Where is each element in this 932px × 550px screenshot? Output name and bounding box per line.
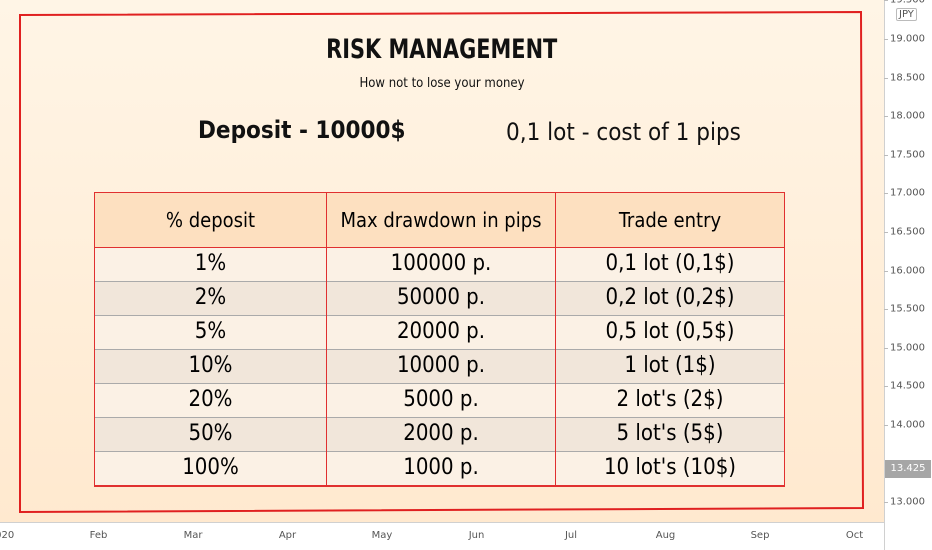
price-tick-label: 15.000	[890, 342, 925, 354]
price-tick-label: 16.500	[890, 226, 925, 238]
time-tick-label: Aug	[655, 530, 676, 541]
price-tick-label: 19.000	[890, 33, 925, 45]
table-row: 1% 100000 p. 0,1 lot (0,1$)	[94, 247, 785, 282]
time-tick-label: Oct	[845, 530, 864, 541]
table-cell: 10%	[94, 348, 327, 384]
table-row: 20% 5000 p. 2 lot's (2$)	[94, 382, 785, 418]
price-tick-label: 16.000	[890, 265, 925, 277]
table-cell: 100%	[94, 450, 327, 487]
time-tick-label: Apr	[278, 530, 297, 541]
table-cell: 5%	[94, 314, 327, 350]
table-cell: 20%	[94, 382, 327, 418]
column-header-deposit: % deposit	[94, 192, 327, 248]
table-row: 50% 2000 p. 5 lot's (5$)	[94, 416, 785, 452]
price-tick-label: 15.500	[890, 303, 925, 315]
price-tick-label: 17.000	[890, 187, 925, 199]
time-tick-label: Jul	[564, 530, 578, 541]
price-tick-mark	[884, 116, 888, 118]
price-tick-mark	[884, 270, 888, 272]
table-cell: 5 lot's (5$)	[555, 416, 785, 452]
last-price-label: 13.425	[885, 460, 931, 479]
table-row: 10% 10000 p. 1 lot (1$)	[94, 348, 785, 384]
price-tick-label: 18.500	[890, 72, 925, 84]
time-tick-label: Mar	[183, 530, 203, 541]
table-cell: 2 lot's (2$)	[555, 382, 785, 418]
time-tick-label: Sep	[750, 530, 770, 541]
column-header-drawdown: Max drawdown in pips	[326, 192, 556, 248]
table-header-row: % deposit Max drawdown in pips Trade ent…	[94, 192, 785, 248]
table-row: 100% 1000 p. 10 lot's (10$)	[94, 450, 785, 487]
column-header-entry: Trade entry	[555, 192, 785, 248]
price-tick-mark	[884, 232, 888, 233]
table-row: 2% 50000 p. 0,2 lot (0,2$)	[94, 280, 785, 316]
time-tick-label: Jun	[468, 530, 485, 541]
price-tick-label: 18.000	[890, 110, 925, 122]
price-tick-mark	[884, 386, 888, 388]
price-tick-label: 17.500	[890, 149, 925, 161]
table-cell: 0,2 lot (0,2$)	[555, 280, 785, 316]
table-cell: 1 lot (1$)	[555, 348, 785, 384]
price-tick-mark	[884, 193, 888, 195]
time-axis[interactable]	[0, 522, 884, 550]
table-cell: 10000 p.	[326, 348, 556, 384]
price-tick-label: 14.000	[890, 419, 925, 431]
table-cell: 100000 p.	[326, 247, 556, 282]
table-cell: 20000 p.	[326, 314, 556, 350]
time-tick-label: May	[371, 530, 393, 541]
price-tick-label: 13.000	[890, 496, 925, 508]
table-cell: 1%	[94, 247, 327, 282]
price-tick-label: 19.500	[890, 0, 925, 6]
table-cell: 50%	[94, 416, 327, 452]
table-row: 5% 20000 p. 0,5 lot (0,5$)	[94, 314, 785, 350]
time-tick-label: 2020	[0, 530, 15, 541]
deposit-label: Deposit - 10000$	[198, 116, 406, 144]
table-cell: 10 lot's (10$)	[555, 450, 785, 487]
price-axis[interactable]	[884, 0, 932, 550]
table-cell: 0,5 lot (0,5$)	[555, 314, 785, 350]
price-tick-mark	[884, 154, 888, 156]
table-cell: 0,1 lot (0,1$)	[555, 247, 785, 282]
time-tick-label: Feb	[89, 530, 108, 541]
table-cell: 5000 p.	[326, 382, 556, 418]
price-tick-mark	[884, 347, 888, 349]
risk-table: % deposit Max drawdown in pips Trade ent…	[94, 192, 785, 487]
page-subtitle: How not to lose your money	[359, 76, 525, 91]
price-tick-label: 14.500	[890, 380, 925, 392]
price-tick-mark	[884, 502, 888, 504]
lot-cost-label: 0,1 lot - cost of 1 pips	[506, 118, 741, 146]
price-tick-mark	[884, 309, 888, 311]
page-title: RISK MANAGEMENT	[326, 34, 558, 65]
currency-badge[interactable]: JPY	[896, 8, 917, 21]
table-cell: 2000 p.	[326, 416, 556, 452]
table-cell: 1000 p.	[326, 450, 556, 487]
price-tick-mark	[884, 425, 888, 426]
price-tick-mark	[884, 39, 888, 40]
price-tick-mark	[884, 77, 888, 79]
price-tick-mark	[884, 0, 888, 2]
table-cell: 2%	[94, 280, 327, 316]
table-cell: 50000 p.	[326, 280, 556, 316]
